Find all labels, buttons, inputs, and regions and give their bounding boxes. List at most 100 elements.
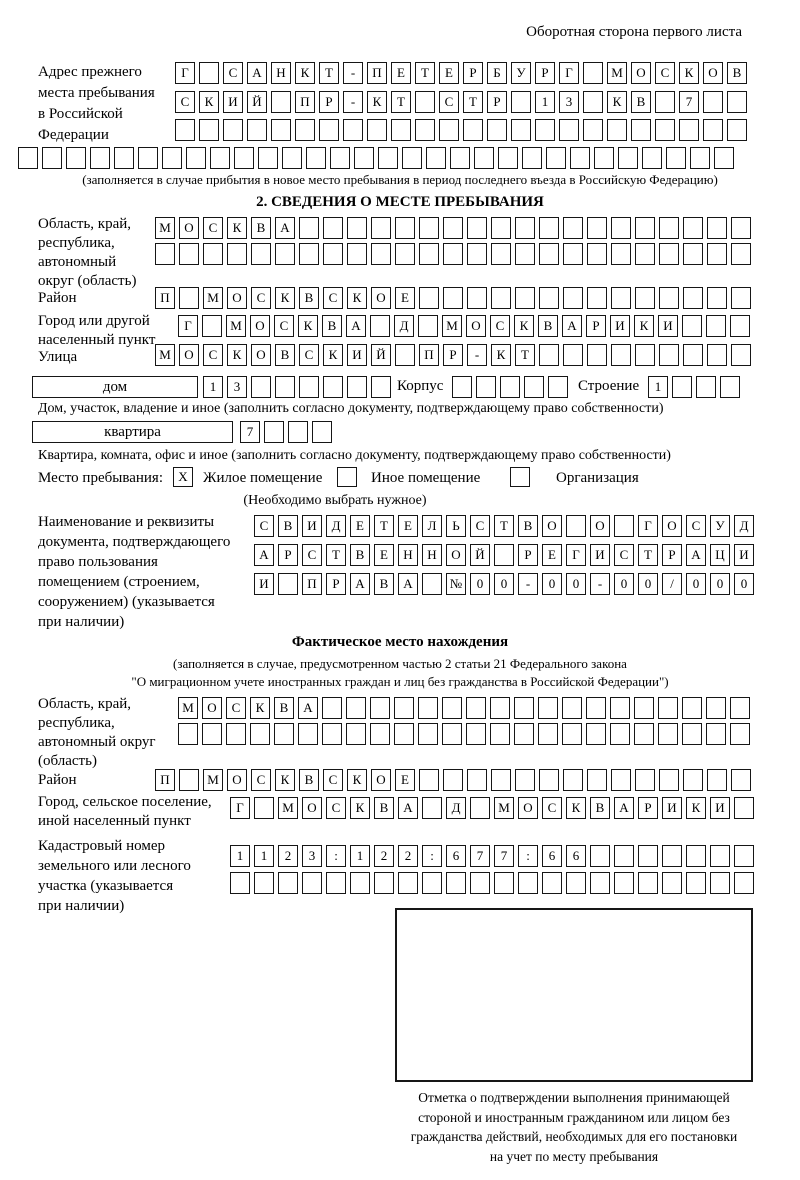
char-box[interactable]: 0 [638, 573, 658, 595]
char-box[interactable]: О [202, 697, 222, 719]
char-box[interactable]: К [227, 217, 247, 239]
char-box[interactable] [638, 872, 658, 894]
char-box[interactable] [250, 723, 270, 745]
char-box[interactable]: М [203, 769, 223, 791]
char-box[interactable] [347, 376, 367, 398]
char-box[interactable] [658, 697, 678, 719]
char-box[interactable] [275, 376, 295, 398]
char-box[interactable] [288, 421, 308, 443]
char-box[interactable] [371, 217, 391, 239]
char-box[interactable] [199, 62, 219, 84]
char-box[interactable] [322, 723, 342, 745]
char-box[interactable] [494, 872, 514, 894]
char-box[interactable] [251, 376, 271, 398]
char-box[interactable]: 1 [203, 376, 223, 398]
char-box[interactable] [179, 243, 199, 265]
char-box[interactable]: Т [415, 62, 435, 84]
char-box[interactable] [611, 769, 631, 791]
char-box[interactable] [395, 344, 415, 366]
char-box[interactable] [251, 243, 271, 265]
char-box[interactable]: К [491, 344, 511, 366]
char-box[interactable]: К [367, 91, 387, 113]
char-box[interactable] [223, 119, 243, 141]
char-box[interactable]: 2 [278, 845, 298, 867]
char-box[interactable] [706, 697, 726, 719]
char-box[interactable]: С [175, 91, 195, 113]
char-box[interactable]: Ь [446, 515, 466, 537]
char-box[interactable]: 7 [494, 845, 514, 867]
char-box[interactable] [306, 147, 326, 169]
char-box[interactable]: К [298, 315, 318, 337]
char-box[interactable] [467, 769, 487, 791]
char-box[interactable]: В [299, 287, 319, 309]
char-box[interactable]: - [343, 91, 363, 113]
char-box[interactable] [354, 147, 374, 169]
char-box[interactable]: Г [566, 544, 586, 566]
char-box[interactable]: С [326, 797, 346, 819]
char-box[interactable]: М [494, 797, 514, 819]
char-box[interactable] [610, 697, 630, 719]
char-box[interactable] [391, 119, 411, 141]
char-box[interactable] [659, 769, 679, 791]
char-box[interactable] [312, 421, 332, 443]
char-box[interactable]: 3 [302, 845, 322, 867]
char-box[interactable] [618, 147, 638, 169]
char-box[interactable] [683, 287, 703, 309]
house-type-box[interactable]: дом [32, 376, 198, 398]
char-box[interactable]: Т [326, 544, 346, 566]
char-box[interactable] [370, 315, 390, 337]
char-box[interactable]: И [610, 315, 630, 337]
char-box[interactable]: С [274, 315, 294, 337]
char-box[interactable]: Т [374, 515, 394, 537]
char-box[interactable]: О [227, 769, 247, 791]
char-box[interactable]: Д [326, 515, 346, 537]
char-box[interactable] [367, 119, 387, 141]
char-box[interactable]: К [227, 344, 247, 366]
char-box[interactable]: В [322, 315, 342, 337]
char-box[interactable] [323, 243, 343, 265]
char-box[interactable] [274, 723, 294, 745]
char-box[interactable]: И [223, 91, 243, 113]
char-box[interactable] [703, 91, 723, 113]
char-box[interactable] [682, 315, 702, 337]
char-box[interactable] [491, 217, 511, 239]
char-box[interactable]: А [275, 217, 295, 239]
char-box[interactable] [511, 91, 531, 113]
char-box[interactable]: У [710, 515, 730, 537]
char-box[interactable] [42, 147, 62, 169]
char-box[interactable]: О [518, 797, 538, 819]
char-box[interactable] [706, 315, 726, 337]
char-box[interactable] [539, 243, 559, 265]
char-box[interactable]: К [199, 91, 219, 113]
char-box[interactable]: О [631, 62, 651, 84]
char-box[interactable] [346, 697, 366, 719]
char-box[interactable] [258, 147, 278, 169]
char-box[interactable] [474, 147, 494, 169]
char-box[interactable] [563, 217, 583, 239]
char-box[interactable]: О [250, 315, 270, 337]
char-box[interactable]: Т [319, 62, 339, 84]
char-box[interactable]: С [226, 697, 246, 719]
char-box[interactable]: П [419, 344, 439, 366]
char-box[interactable] [442, 723, 462, 745]
char-box[interactable]: 0 [734, 573, 754, 595]
char-box[interactable] [707, 769, 727, 791]
char-box[interactable]: К [607, 91, 627, 113]
char-box[interactable] [491, 769, 511, 791]
char-box[interactable]: М [155, 344, 175, 366]
char-box[interactable] [727, 91, 747, 113]
char-box[interactable] [587, 769, 607, 791]
checkbox-organization[interactable] [510, 467, 530, 487]
char-box[interactable] [271, 91, 291, 113]
char-box[interactable] [470, 797, 490, 819]
char-box[interactable] [422, 872, 442, 894]
char-box[interactable]: П [155, 769, 175, 791]
char-box[interactable]: Е [439, 62, 459, 84]
char-box[interactable] [371, 243, 391, 265]
char-box[interactable] [323, 376, 343, 398]
char-box[interactable] [226, 723, 246, 745]
char-box[interactable] [634, 697, 654, 719]
char-box[interactable] [707, 243, 727, 265]
char-box[interactable]: - [518, 573, 538, 595]
char-box[interactable] [347, 243, 367, 265]
